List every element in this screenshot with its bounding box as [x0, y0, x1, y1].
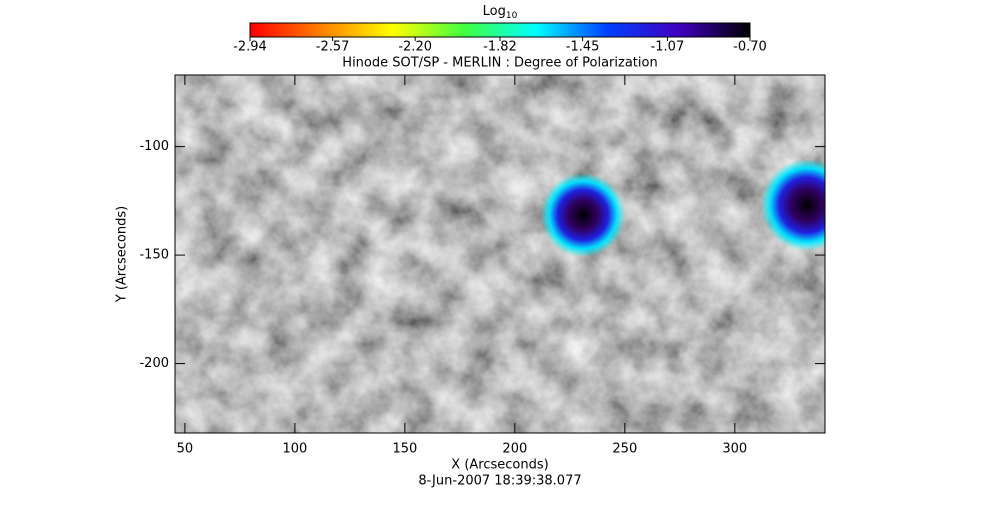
colorbar-tick-label: -2.94 — [233, 40, 267, 55]
x-tick-label: 200 — [502, 442, 527, 457]
colorbar-tick-label: -1.45 — [566, 40, 600, 55]
colorbar-tick-label: -2.20 — [398, 40, 432, 55]
colorbar-tick-label: -1.82 — [483, 40, 517, 55]
colorbar — [249, 22, 751, 38]
y-axis-label: Y (Arcseconds) — [115, 206, 130, 303]
colorbar-tick-label: -2.57 — [316, 40, 350, 55]
x-tick-label: 100 — [282, 442, 307, 457]
x-tick-label: 300 — [722, 442, 747, 457]
x-tick-label: 50 — [177, 442, 194, 457]
y-tick-label: -150 — [139, 248, 169, 263]
subtitle: 8-Jun-2007 18:39:38.077 — [418, 474, 581, 489]
colorbar-label: Log10 — [483, 4, 518, 21]
sunspot — [541, 173, 625, 257]
plot-frame — [174, 74, 826, 434]
x-axis-label: X (Arcseconds) — [451, 458, 548, 473]
colorbar-label-subscript: 10 — [506, 11, 518, 21]
y-tick-label: -100 — [139, 139, 169, 154]
colorbar-tick-label: -1.07 — [651, 40, 685, 55]
y-tick-label: -200 — [139, 356, 169, 371]
colorbar-label-base: Log — [483, 4, 506, 19]
heatmap-image — [175, 75, 825, 433]
x-tick-label: 150 — [392, 442, 417, 457]
x-tick-label: 250 — [612, 442, 637, 457]
colorbar-tick-label: -0.70 — [733, 40, 767, 55]
sunspot — [761, 159, 825, 251]
chart-title: Hinode SOT/SP - MERLIN : Degree of Polar… — [342, 56, 657, 71]
heatmap — [175, 75, 825, 433]
